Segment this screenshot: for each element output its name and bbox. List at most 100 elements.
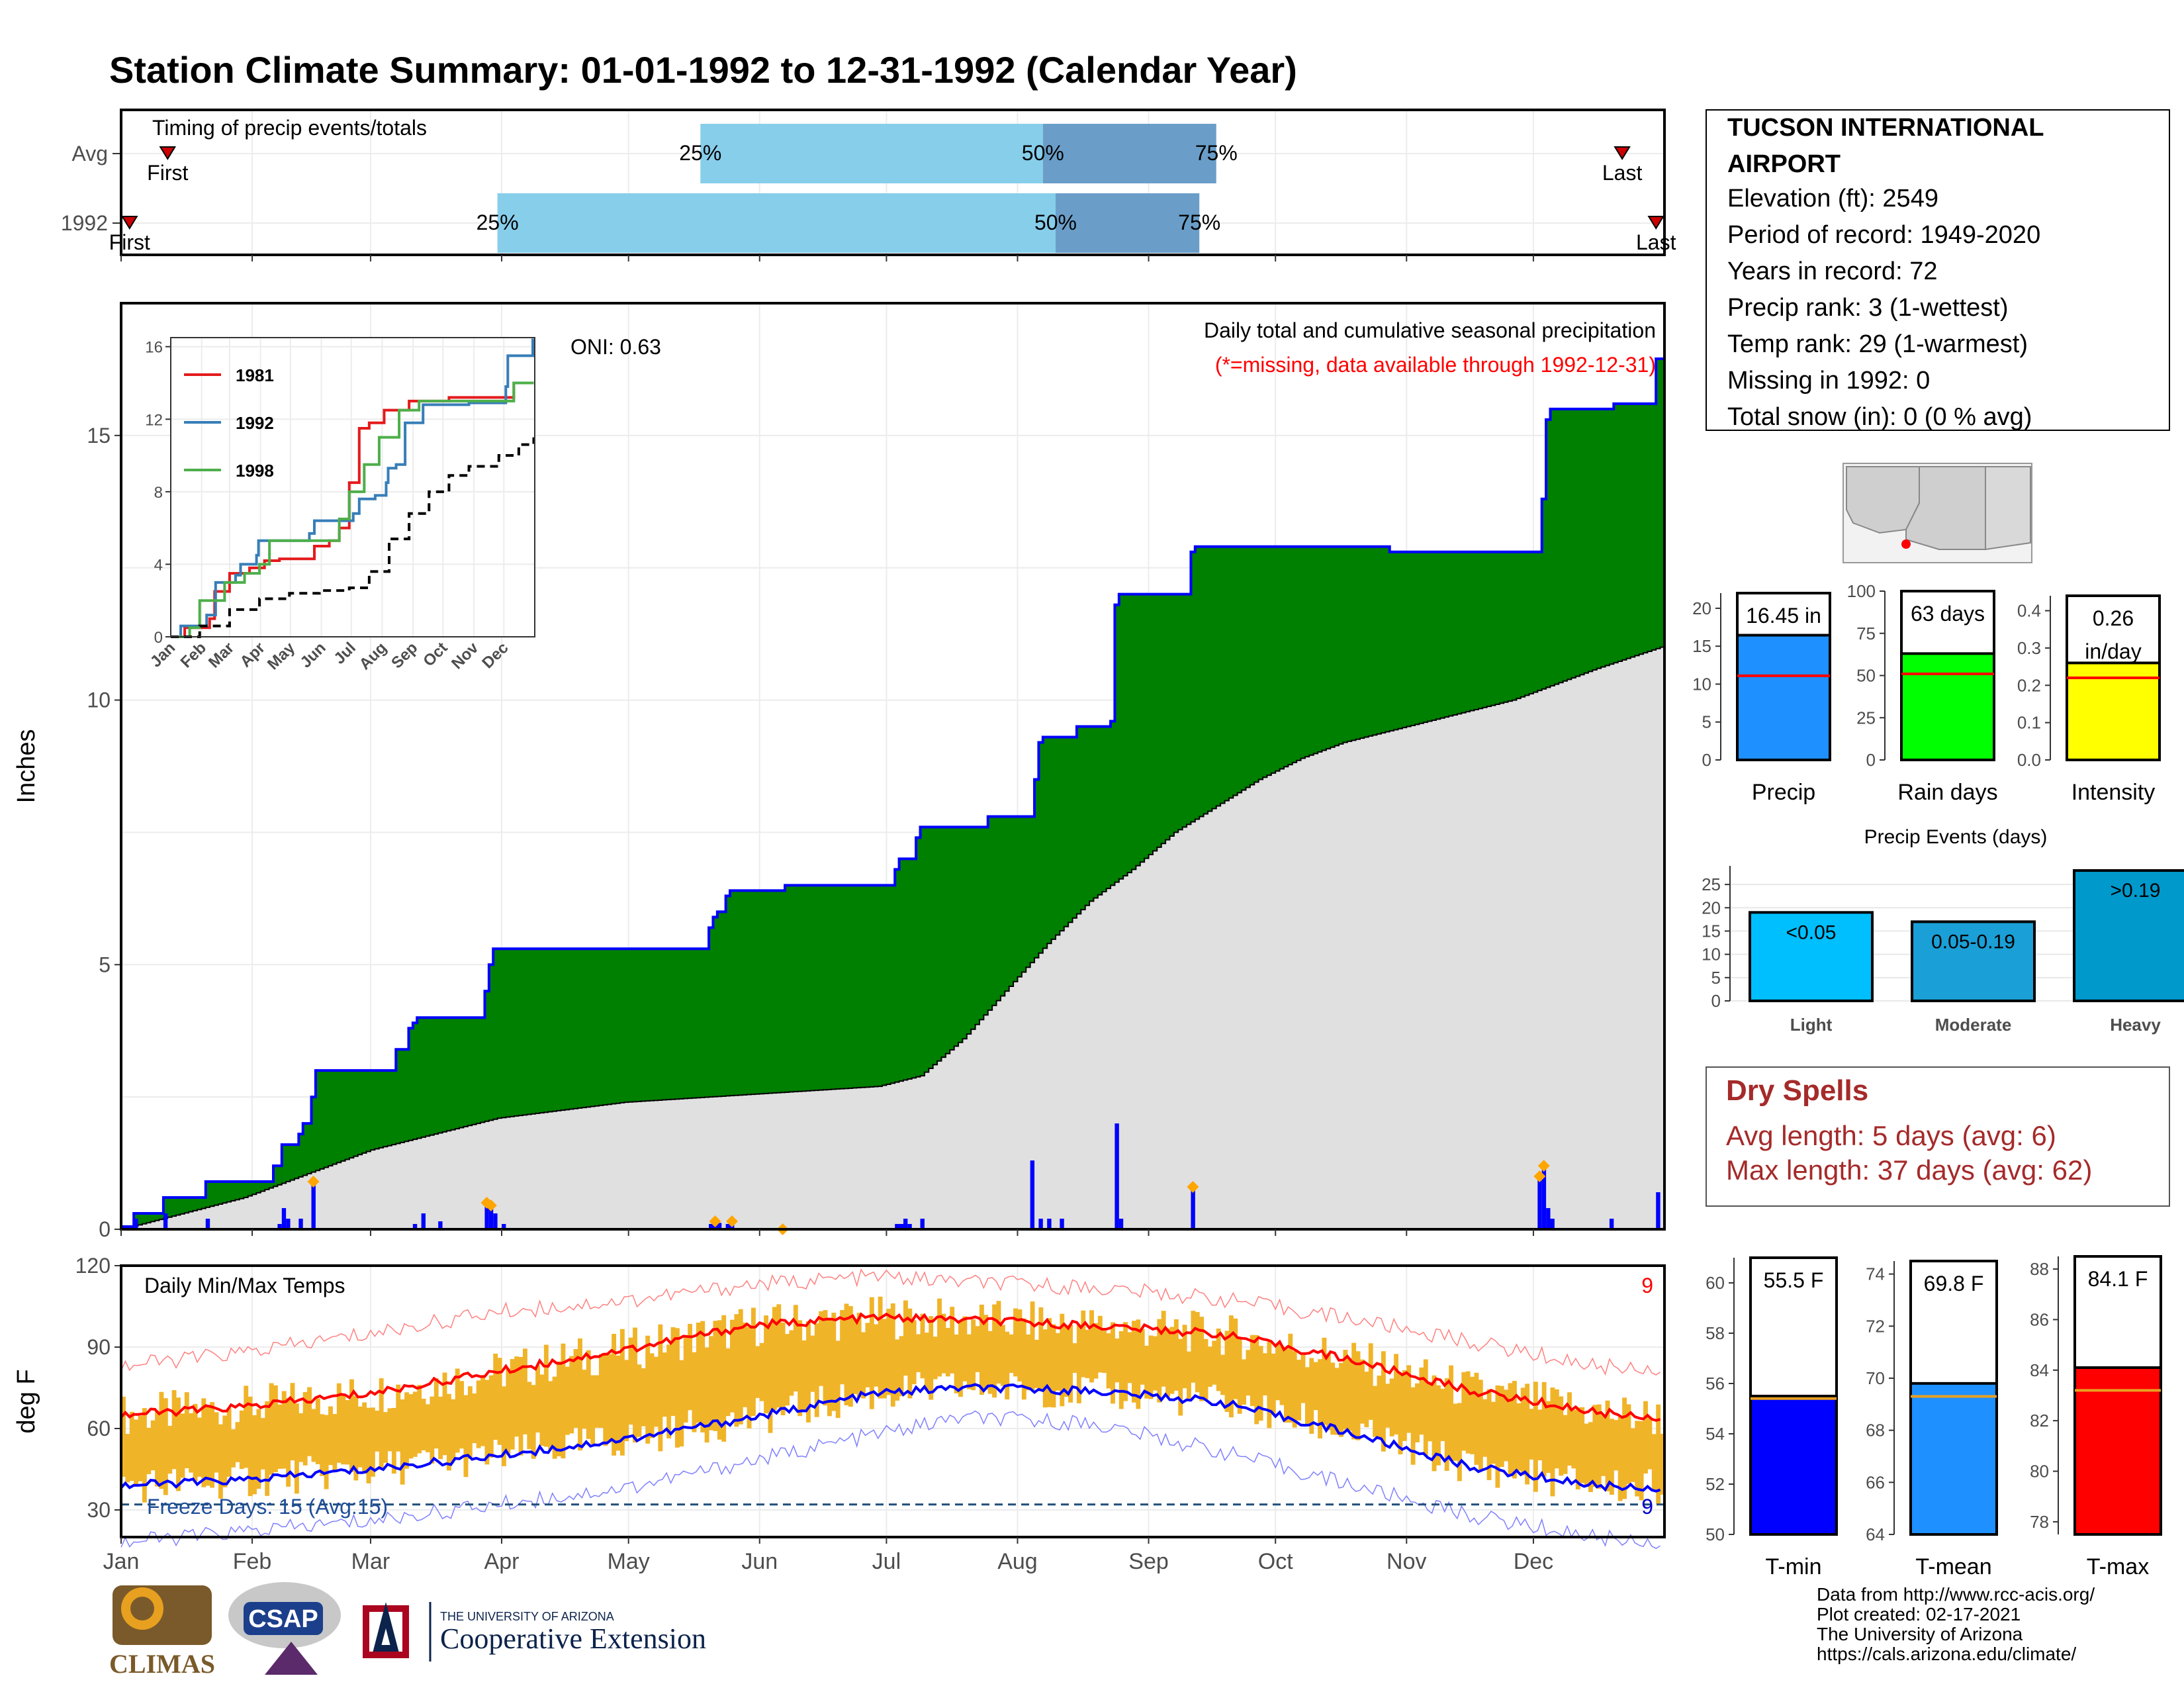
daily-temp-bar bbox=[561, 1343, 566, 1459]
daily-temp-bar bbox=[1237, 1338, 1242, 1414]
daily-temp-bar bbox=[248, 1396, 253, 1497]
daily-temp-bar bbox=[1102, 1331, 1107, 1374]
csap-logo-text: CSAP bbox=[248, 1605, 318, 1633]
daily-temp-bar bbox=[1279, 1346, 1285, 1405]
daily-precip-bar bbox=[412, 1224, 418, 1229]
daily-temp-bar bbox=[167, 1425, 173, 1474]
daily-temp-bar bbox=[302, 1391, 308, 1466]
timing-label-50: 50% bbox=[1022, 141, 1064, 165]
daily-temp-bar bbox=[430, 1396, 435, 1464]
daily-temp-bar bbox=[586, 1350, 591, 1439]
daily-temp-bar bbox=[1060, 1313, 1065, 1407]
daily-temp-bar bbox=[612, 1334, 617, 1456]
mini-y-tick-label: 20 bbox=[1692, 598, 1711, 618]
mini-bar-value-label: 55.5 F bbox=[1764, 1268, 1824, 1292]
daily-temp-bar bbox=[776, 1304, 782, 1408]
daily-temp-bar bbox=[882, 1319, 887, 1399]
daily-temp-bar bbox=[1300, 1354, 1306, 1403]
daily-temp-bar bbox=[954, 1334, 959, 1393]
daily-temp-bar bbox=[349, 1379, 354, 1472]
daily-temp-bar bbox=[218, 1424, 223, 1499]
daily-temp-bar bbox=[345, 1400, 350, 1465]
daily-precip-bar bbox=[899, 1224, 903, 1229]
daily-temp-bar bbox=[983, 1315, 989, 1390]
daily-temp-bar bbox=[801, 1340, 807, 1412]
timing-bar-50-75 bbox=[1055, 193, 1200, 253]
daily-temp-bar bbox=[1419, 1367, 1424, 1435]
temp-summary-charts: 50 52 54 56 58 60 55.5 F T-min 64 66 68 70 72 74 69.8 … bbox=[1706, 1255, 2162, 1579]
oni-label: ONI: 0.63 bbox=[570, 335, 661, 359]
daily-temp-bar bbox=[1373, 1385, 1378, 1437]
daily-temp-bar bbox=[1482, 1399, 1488, 1457]
daily-temp-bar bbox=[840, 1310, 845, 1385]
month-tick-label: Mar bbox=[351, 1549, 390, 1574]
daily-temp-bar bbox=[1567, 1392, 1572, 1466]
daily-temp-bar bbox=[565, 1366, 570, 1435]
daily-temp-bar bbox=[971, 1319, 976, 1391]
precip-y-tick-label: 10 bbox=[87, 688, 111, 712]
missing-data-marker bbox=[1537, 1160, 1550, 1172]
daily-temp-bar bbox=[856, 1313, 862, 1397]
daily-temp-bar bbox=[155, 1411, 160, 1487]
daily-temp-bar bbox=[1614, 1420, 1619, 1471]
daily-temp-bar bbox=[1334, 1368, 1340, 1435]
daily-temp-bar bbox=[522, 1348, 527, 1434]
daily-temp-bar bbox=[987, 1331, 993, 1394]
daily-temp-bar bbox=[814, 1323, 819, 1417]
daily-temp-bar bbox=[421, 1399, 426, 1450]
daily-temp-bar bbox=[916, 1334, 921, 1372]
daily-temp-bar bbox=[184, 1392, 189, 1469]
daily-temp-bar bbox=[831, 1313, 837, 1411]
daily-temp-bar bbox=[1533, 1382, 1538, 1492]
daily-temp-bar bbox=[743, 1323, 748, 1407]
daily-precip-bar bbox=[421, 1213, 426, 1229]
daily-temp-bar bbox=[1267, 1341, 1272, 1429]
daily-temp-bar bbox=[433, 1378, 439, 1449]
daily-temp-bar bbox=[379, 1378, 384, 1470]
cumulative-1992-line bbox=[121, 357, 1664, 1228]
daily-temp-bar bbox=[210, 1402, 215, 1488]
mini-y-tick-label: 58 bbox=[1706, 1323, 1725, 1343]
daily-temp-bar bbox=[277, 1404, 283, 1469]
timing-label-25: 25% bbox=[679, 141, 721, 165]
daily-temp-bar bbox=[1656, 1404, 1661, 1505]
daily-temp-bar bbox=[387, 1408, 392, 1452]
daily-temp-bar bbox=[189, 1413, 194, 1473]
daily-temp-bar bbox=[1601, 1415, 1606, 1476]
daily-temp-bar bbox=[484, 1380, 490, 1465]
daily-temp-bar bbox=[619, 1329, 625, 1456]
daily-temp-bar bbox=[256, 1409, 261, 1489]
temp-y-tick-label: 90 bbox=[87, 1335, 111, 1359]
daily-temp-bar bbox=[1021, 1318, 1026, 1400]
daily-temp-bar bbox=[138, 1415, 143, 1481]
daily-temp-bar bbox=[1440, 1388, 1445, 1441]
daily-temp-bar bbox=[557, 1361, 561, 1456]
daily-temp-bar bbox=[1605, 1400, 1610, 1491]
mini-y-tick-label: 75 bbox=[1856, 624, 1876, 643]
inset-legend-label: 1998 bbox=[236, 461, 274, 481]
station-temp-rank: Temp rank: 29 (1-warmest) bbox=[1727, 330, 2028, 358]
daily-temp-bar bbox=[286, 1398, 291, 1487]
daily-temp-bar bbox=[531, 1385, 536, 1459]
daily-temp-bar bbox=[404, 1392, 409, 1469]
daily-temp-bar bbox=[1212, 1340, 1217, 1385]
climas-logo: CLIMAS bbox=[109, 1585, 215, 1679]
daily-temp-bar bbox=[692, 1352, 697, 1432]
daily-temp-bar bbox=[502, 1386, 506, 1466]
daily-temp-bar bbox=[205, 1407, 210, 1486]
month-tick-label: May bbox=[608, 1549, 650, 1574]
daily-temp-bar bbox=[1368, 1343, 1373, 1420]
ua-name-text: THE UNIVERSITY OF ARIZONA bbox=[440, 1610, 614, 1623]
station-precip-rank: Precip rank: 3 (1-wettest) bbox=[1727, 294, 2008, 322]
daily-temp-bar bbox=[146, 1427, 152, 1474]
page-title: Station Climate Summary: 01-01-1992 to 1… bbox=[109, 49, 1297, 91]
month-tick-label: Feb bbox=[233, 1549, 272, 1574]
temp-frame bbox=[120, 1264, 1666, 1538]
daily-temp-bar bbox=[1546, 1401, 1551, 1474]
daily-temp-bar bbox=[819, 1311, 824, 1386]
mini-y-tick-label: 80 bbox=[2030, 1462, 2049, 1481]
first-event-marker bbox=[120, 216, 138, 230]
daily-temp-bar bbox=[1326, 1353, 1331, 1430]
daily-temp-bar bbox=[713, 1321, 718, 1431]
